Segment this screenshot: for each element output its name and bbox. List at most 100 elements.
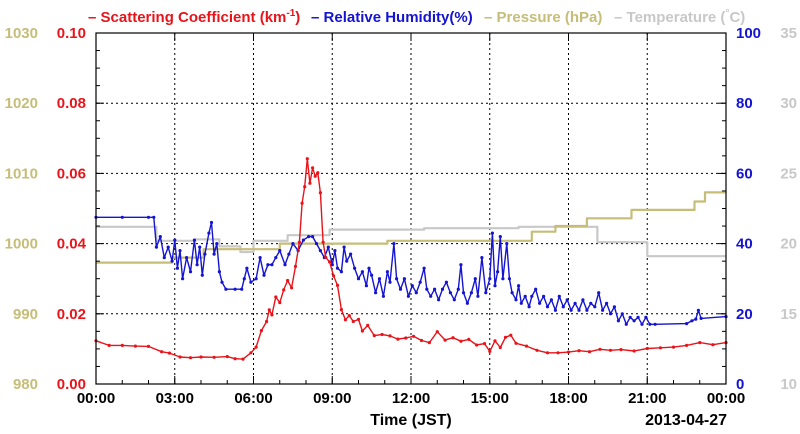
legend-humidity: – Relative Humidity(%) [311,9,473,26]
data-point [519,301,523,305]
data-point [392,242,396,246]
data-point [217,270,221,274]
data-point [444,280,448,284]
data-point [605,301,609,305]
data-point [335,266,340,270]
data-point [262,273,266,277]
scattering-tick-label: 0.10 [57,25,86,42]
data-point [473,277,477,281]
humidity-tick-label: 100 [736,25,761,42]
legend-scattering: – Scattering Coefficient (km-1) [88,8,300,26]
data-point [198,245,202,249]
series-layer [94,157,728,361]
data-point [254,345,258,349]
data-point [300,201,304,205]
data-point [593,305,597,309]
data-point [308,181,312,185]
data-point [685,343,689,347]
data-point [427,341,431,345]
data-point [265,319,269,324]
data-point [356,317,361,321]
data-point [266,263,270,267]
humidity-tick-label: 80 [736,95,753,112]
data-point [286,278,290,283]
data-point [107,343,111,347]
data-point [418,280,422,284]
data-point [587,350,592,354]
data-point [185,256,189,260]
humidity-tick-label: 0 [736,376,744,393]
data-point [207,231,211,235]
data-point [569,308,573,312]
data-point [469,291,473,295]
data-point [353,266,357,270]
data-point [311,166,315,170]
data-point [398,287,403,291]
scattering-tick-label: 0.00 [57,376,86,393]
data-point [429,294,433,298]
data-point [598,347,602,351]
legend-pressure: – Pressure (hPa) [484,9,602,26]
data-point [612,305,617,309]
data-point [367,266,371,270]
data-point [545,351,550,355]
data-point [240,287,244,291]
data-point [332,274,336,278]
data-point [166,245,170,249]
data-point [347,314,351,318]
data-point [565,298,569,302]
data-point [326,245,330,249]
data-point [270,313,274,317]
temperature-tick-label: 10 [780,376,797,393]
data-point [278,301,282,305]
data-point [274,256,278,260]
data-point [313,174,317,178]
x-tick-label: 15:00 [471,390,509,407]
data-point [534,287,538,291]
data-point [170,259,174,263]
data-point [498,235,502,239]
data-point [188,356,193,360]
data-point [380,332,384,337]
tick-labels: 00:00 03:00 06:00 09:00 12:00 15:00 18:00 21:00… [5,25,797,407]
x-tick-label: 00:00 [707,390,745,407]
data-point [406,294,410,298]
data-point [303,185,307,189]
data-point [167,351,172,355]
data-point [451,336,455,340]
data-point [385,270,389,274]
data-point [632,349,636,353]
x-tick-label: 12:00 [392,390,430,407]
data-point [690,319,694,323]
pressure-tick-label: 1020 [5,95,38,112]
data-point [321,240,325,244]
data-point [351,319,355,324]
data-point [645,346,649,351]
data-point [224,287,228,291]
data-point [225,355,229,359]
data-point [456,287,460,291]
data-point [488,277,492,281]
data-point [514,298,518,302]
legend: – Scattering Coefficient (km-1) – Relati… [88,8,745,26]
data-point [270,263,274,267]
data-point [215,242,219,246]
data-point [480,256,484,260]
data-point [283,263,287,267]
data-point [192,238,196,242]
data-point [120,343,124,347]
data-point [212,355,216,359]
data-point [178,355,182,359]
scattering-tick-label: 0.02 [57,306,86,323]
data-point [711,343,715,347]
data-point [510,291,514,295]
data-point [293,264,298,268]
x-tick-label: 06:00 [234,390,272,407]
data-point [509,333,513,337]
data-point [577,349,581,353]
data-point [493,339,497,343]
data-point [154,245,158,249]
data-point [628,315,632,319]
x-tick-label: 03:00 [156,390,194,407]
